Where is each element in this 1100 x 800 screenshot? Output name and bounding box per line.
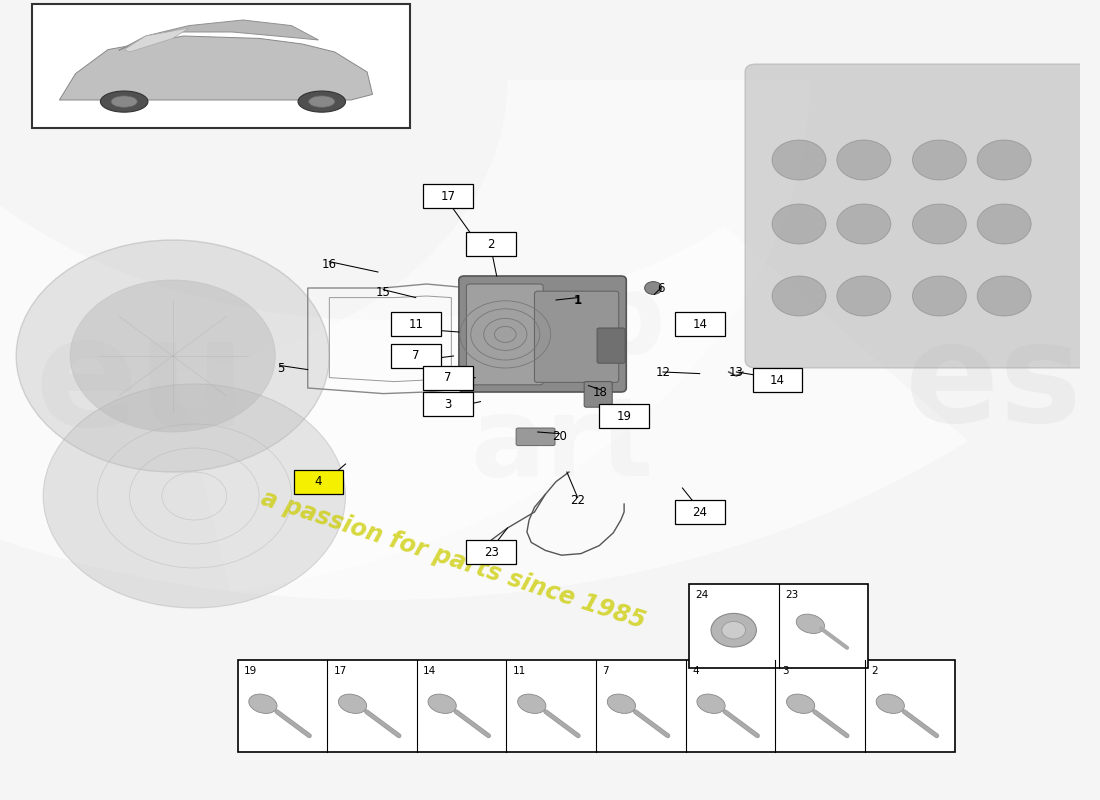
Text: eu: eu [34, 310, 246, 458]
Ellipse shape [786, 694, 815, 714]
Text: 6: 6 [657, 282, 664, 294]
Text: 17: 17 [441, 190, 455, 202]
Circle shape [912, 204, 967, 244]
Circle shape [837, 204, 891, 244]
Circle shape [772, 140, 826, 180]
Text: 18: 18 [593, 386, 608, 398]
FancyBboxPatch shape [535, 291, 618, 382]
Text: 3: 3 [782, 666, 789, 677]
Wedge shape [0, 57, 968, 600]
FancyBboxPatch shape [600, 404, 649, 428]
Circle shape [977, 140, 1031, 180]
Circle shape [912, 276, 967, 316]
Text: 5: 5 [277, 362, 285, 374]
FancyBboxPatch shape [584, 382, 613, 407]
Polygon shape [124, 28, 189, 52]
Ellipse shape [722, 622, 746, 639]
Text: 3: 3 [444, 398, 452, 410]
Text: 7: 7 [412, 350, 419, 362]
Polygon shape [59, 36, 373, 100]
FancyBboxPatch shape [752, 368, 802, 392]
Ellipse shape [100, 91, 147, 112]
Bar [238, 660, 955, 752]
Text: 7: 7 [444, 371, 452, 384]
FancyBboxPatch shape [675, 500, 725, 524]
Text: 2: 2 [487, 238, 495, 250]
Text: 4: 4 [315, 475, 322, 488]
Text: 24: 24 [695, 590, 708, 600]
Text: es: es [905, 317, 1081, 451]
Ellipse shape [249, 694, 277, 714]
Text: 2: 2 [871, 666, 878, 677]
Wedge shape [177, 80, 810, 592]
Text: 23: 23 [484, 546, 498, 558]
Ellipse shape [876, 694, 904, 714]
Ellipse shape [111, 96, 138, 107]
FancyBboxPatch shape [294, 470, 343, 494]
Ellipse shape [711, 614, 757, 647]
Text: 16: 16 [322, 258, 337, 270]
Circle shape [43, 384, 345, 608]
Text: 14: 14 [692, 318, 707, 330]
Circle shape [912, 140, 967, 180]
FancyBboxPatch shape [390, 344, 440, 368]
Text: rop
art: rop art [456, 269, 667, 499]
FancyBboxPatch shape [466, 540, 516, 564]
Text: 20: 20 [552, 430, 567, 442]
Circle shape [70, 280, 275, 432]
Text: 17: 17 [333, 666, 346, 677]
Text: 1: 1 [573, 294, 582, 306]
Text: 11: 11 [513, 666, 526, 677]
Circle shape [977, 276, 1031, 316]
Ellipse shape [309, 96, 334, 107]
Text: 12: 12 [656, 366, 671, 378]
FancyBboxPatch shape [516, 428, 556, 446]
Text: 24: 24 [692, 506, 707, 518]
Text: 11: 11 [408, 318, 424, 330]
Text: 14: 14 [770, 374, 785, 386]
Bar [689, 584, 868, 668]
Ellipse shape [518, 694, 546, 714]
Circle shape [772, 276, 826, 316]
Text: a passion for parts since 1985: a passion for parts since 1985 [258, 486, 649, 634]
Text: 19: 19 [244, 666, 257, 677]
Text: 15: 15 [376, 286, 390, 298]
Ellipse shape [428, 694, 456, 714]
Circle shape [16, 240, 329, 472]
FancyBboxPatch shape [597, 328, 625, 363]
Circle shape [977, 204, 1031, 244]
FancyBboxPatch shape [424, 184, 473, 208]
Circle shape [837, 276, 891, 316]
FancyBboxPatch shape [390, 312, 440, 336]
FancyBboxPatch shape [675, 312, 725, 336]
Ellipse shape [697, 694, 725, 714]
Circle shape [837, 140, 891, 180]
Ellipse shape [796, 614, 825, 634]
FancyBboxPatch shape [466, 284, 543, 385]
Text: 23: 23 [785, 590, 799, 600]
Circle shape [645, 282, 662, 294]
Text: 4: 4 [692, 666, 698, 677]
Ellipse shape [607, 694, 636, 714]
FancyBboxPatch shape [459, 276, 626, 392]
Text: 7: 7 [603, 666, 609, 677]
Text: 19: 19 [617, 410, 631, 422]
Text: 13: 13 [729, 366, 744, 378]
Ellipse shape [339, 694, 366, 714]
FancyBboxPatch shape [745, 64, 1090, 368]
Text: 14: 14 [424, 666, 437, 677]
FancyBboxPatch shape [424, 366, 473, 390]
Circle shape [772, 204, 826, 244]
Text: 22: 22 [570, 494, 585, 506]
Polygon shape [119, 20, 319, 50]
Ellipse shape [298, 91, 345, 112]
Bar [32, 4, 410, 128]
FancyBboxPatch shape [466, 232, 516, 256]
FancyBboxPatch shape [424, 392, 473, 416]
